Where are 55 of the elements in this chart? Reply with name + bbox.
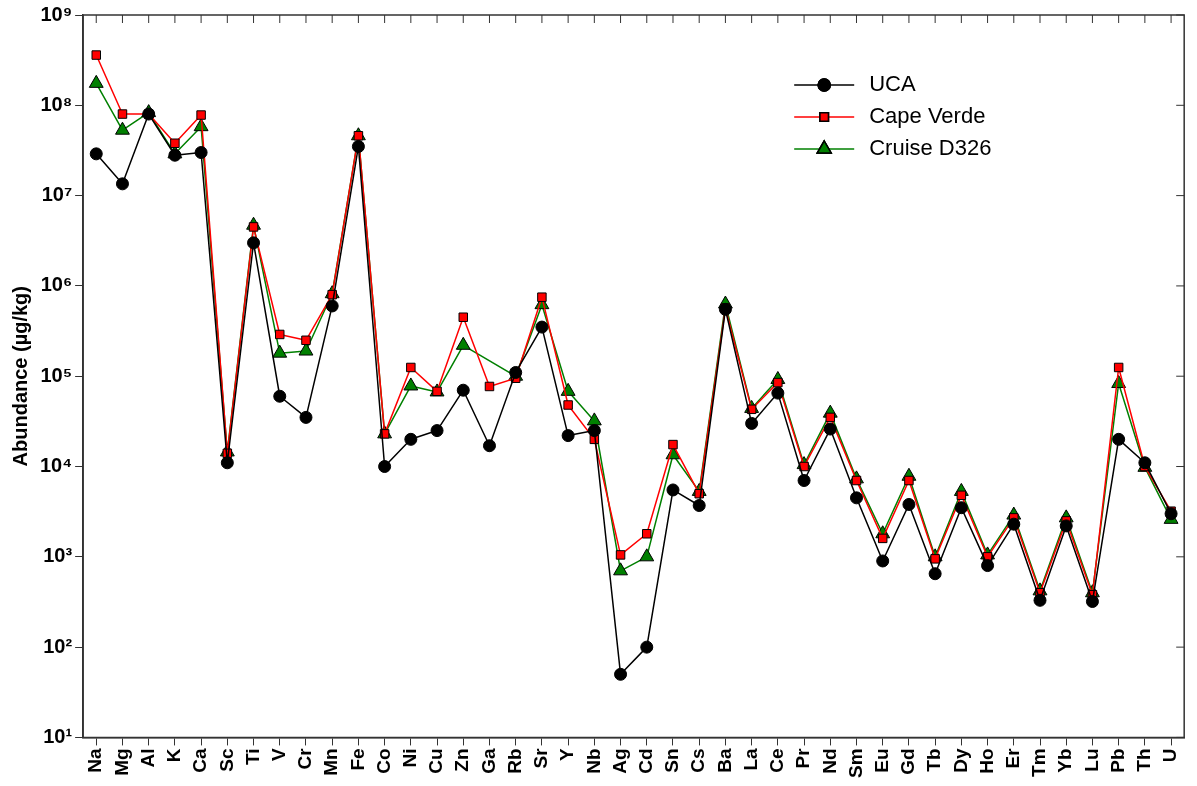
- x-tick-label: Na: [84, 748, 106, 773]
- y-tick-label: 10¹: [43, 724, 73, 747]
- y-tick-label: 10⁶: [40, 273, 73, 296]
- x-tick-label: Co: [372, 748, 394, 774]
- x-tick-label: Yb: [1054, 748, 1076, 773]
- x-tick-label: Ga: [477, 748, 499, 774]
- x-tick-label: Cr: [294, 747, 316, 770]
- legend-label: Cruise D326: [869, 135, 992, 161]
- x-tick-label: Tb: [923, 748, 945, 772]
- x-tick-label: Rb: [503, 748, 525, 774]
- x-tick-label: Gd: [897, 748, 919, 775]
- x-tick-label: Ca: [189, 748, 211, 773]
- x-tick-label: La: [739, 748, 761, 771]
- x-tick-label: Mn: [320, 748, 342, 776]
- y-axis-title: Abundance (µg/kg): [8, 286, 31, 467]
- x-tick-label: Lu: [1080, 748, 1102, 772]
- x-tick-label: Tm: [1028, 748, 1050, 777]
- y-tick-label: 10²: [43, 634, 73, 657]
- legend-label: Cape Verde: [869, 103, 986, 129]
- x-tick-label: Ti: [241, 748, 263, 765]
- y-tick-label: 10³: [43, 544, 73, 567]
- x-tick-label: Pr: [792, 747, 814, 769]
- x-tick-label: Mg: [110, 748, 132, 776]
- x-tick-label: K: [163, 748, 185, 763]
- x-tick-label: Nd: [818, 748, 840, 774]
- x-tick-label: Eu: [870, 748, 892, 773]
- legend-label: UCA: [869, 71, 916, 97]
- x-tick-label: Pb: [1106, 748, 1128, 773]
- x-tick-label: Sr: [530, 747, 552, 769]
- x-tick-label: Ba: [713, 748, 735, 773]
- x-tick-label: Sn: [661, 748, 683, 773]
- x-tick-label: V: [267, 748, 289, 762]
- x-tick-label: Fe: [346, 748, 368, 771]
- x-tick-label: Zn: [451, 748, 473, 772]
- x-tick-label: Ag: [608, 748, 630, 774]
- x-tick-label: U: [1159, 748, 1181, 763]
- x-tick-label: Dy: [949, 748, 971, 773]
- x-tick-label: Y: [556, 748, 578, 762]
- x-tick-label: Ho: [975, 748, 997, 774]
- x-tick-label: Ni: [399, 748, 421, 768]
- y-tick-label: 10⁷: [41, 183, 73, 206]
- y-tick-label: 10⁹: [40, 2, 73, 25]
- x-tick-label: Cd: [635, 748, 657, 774]
- x-tick-label: Sm: [844, 748, 866, 779]
- x-tick-label: Th: [1133, 748, 1155, 772]
- x-tick-label: Sc: [215, 748, 237, 772]
- x-tick-label: Cs: [687, 748, 709, 773]
- x-tick-label: Ce: [766, 748, 788, 773]
- x-tick-label: Cu: [425, 748, 447, 774]
- y-tick-label: 10⁵: [40, 363, 73, 386]
- x-tick-label: Al: [136, 748, 158, 768]
- x-tick-label: Nb: [582, 748, 604, 774]
- x-tick-label: Er: [1002, 747, 1024, 769]
- y-tick-label: 10⁴: [40, 454, 73, 477]
- y-tick-label: 10⁸: [40, 92, 73, 115]
